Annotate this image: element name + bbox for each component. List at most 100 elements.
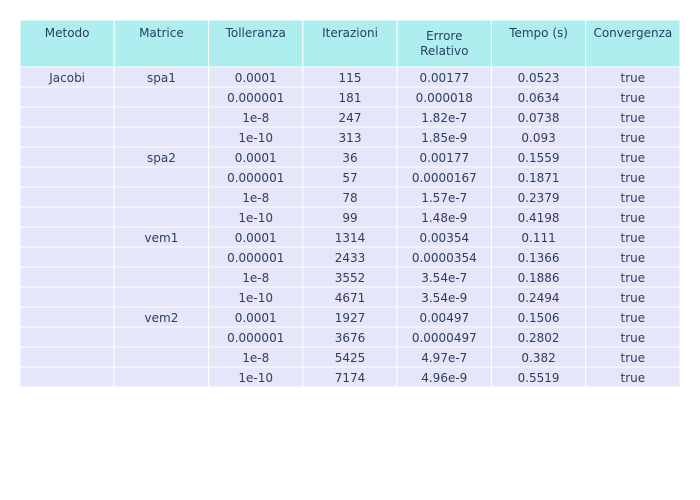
cell-matrice: vem2 xyxy=(145,311,179,325)
cell-iterazioni: 2433 xyxy=(335,251,366,265)
cell-errore-relativo: 3.54e-7 xyxy=(421,271,467,285)
cell-tempo-s: 0.2494 xyxy=(518,291,560,305)
cell-iterazioni: 247 xyxy=(339,111,362,125)
cell-tempo-s: 0.1886 xyxy=(518,271,560,285)
table-row: 1e-8 3552 3.54e-7 0.1886 true xyxy=(19,266,681,288)
cell-errore-relativo: 0.0000497 xyxy=(412,331,477,345)
cell-tempo-s: 0.382 xyxy=(521,351,555,365)
table-row: 1e-10 313 1.85e-9 0.093 true xyxy=(19,126,681,148)
header-iterazioni: Iterazioni xyxy=(322,26,378,40)
header-cell xyxy=(113,19,210,68)
cell-iterazioni: 313 xyxy=(339,131,362,145)
cell-tolleranza: 0.000001 xyxy=(227,171,284,185)
table-cell xyxy=(19,106,115,128)
header-errore-relativo: Relativo xyxy=(420,44,468,58)
table-cell xyxy=(19,226,115,248)
table-row: 0.000001 57 0.0000167 0.1871 true xyxy=(19,166,681,188)
cell-tolleranza: 1e-8 xyxy=(242,271,269,285)
table-row: 0.000001 181 0.000018 0.0634 true xyxy=(19,86,681,108)
table-cell xyxy=(113,166,210,188)
cell-convergenza: true xyxy=(621,151,646,165)
cell-convergenza: true xyxy=(621,131,646,145)
table-row: vem1 0.0001 1314 0.00354 0.111 true xyxy=(19,226,681,248)
cell-convergenza: true xyxy=(621,71,646,85)
cell-convergenza: true xyxy=(621,211,646,225)
cell-tolleranza: 1e-8 xyxy=(242,351,269,365)
header-metodo: Metodo xyxy=(45,26,90,40)
cell-metodo: Jacobi xyxy=(48,71,85,85)
header-errore-relativo: Errore xyxy=(426,29,462,43)
cell-iterazioni: 57 xyxy=(342,171,357,185)
cell-iterazioni: 3552 xyxy=(335,271,366,285)
cell-matrice: vem1 xyxy=(145,231,179,245)
cell-tolleranza: 1e-10 xyxy=(238,131,273,145)
cell-errore-relativo: 1.57e-7 xyxy=(421,191,467,205)
cell-tolleranza: 1e-10 xyxy=(238,291,273,305)
cell-tolleranza: 0.0001 xyxy=(235,311,277,325)
header-cell xyxy=(302,19,398,68)
table-cell xyxy=(19,326,115,348)
table-cell xyxy=(113,266,210,288)
header-tolleranza: Tolleranza xyxy=(225,26,286,40)
header-convergenza: Convergenza xyxy=(593,26,672,40)
cell-iterazioni: 99 xyxy=(342,211,357,225)
cell-convergenza: true xyxy=(621,231,646,245)
cell-errore-relativo: 0.00177 xyxy=(419,151,469,165)
cell-tolleranza: 0.000001 xyxy=(227,251,284,265)
table-cell xyxy=(113,366,210,388)
cell-convergenza: true xyxy=(621,311,646,325)
table-row: 1e-10 99 1.48e-9 0.4198 true xyxy=(19,206,681,228)
cell-tempo-s: 0.0523 xyxy=(518,71,560,85)
cell-tempo-s: 0.0738 xyxy=(518,111,560,125)
table-cell xyxy=(585,366,681,388)
table-row: 1e-8 247 1.82e-7 0.0738 true xyxy=(19,106,681,128)
cell-iterazioni: 1927 xyxy=(335,311,366,325)
cell-errore-relativo: 0.00354 xyxy=(419,231,469,245)
cell-convergenza: true xyxy=(621,251,646,265)
cell-errore-relativo: 0.0000167 xyxy=(412,171,477,185)
table-row: 1e-10 4671 3.54e-9 0.2494 true xyxy=(19,286,681,308)
cell-errore-relativo: 4.96e-9 xyxy=(421,371,467,385)
header-cell xyxy=(19,19,115,68)
cell-tempo-s: 0.1506 xyxy=(518,311,560,325)
cell-iterazioni: 78 xyxy=(342,191,357,205)
cell-convergenza: true xyxy=(621,291,646,305)
cell-iterazioni: 115 xyxy=(339,71,362,85)
cell-errore-relativo: 4.97e-7 xyxy=(421,351,467,365)
table-cell xyxy=(19,286,115,308)
cell-iterazioni: 1314 xyxy=(335,231,366,245)
cell-tolleranza: 0.000001 xyxy=(227,331,284,345)
header-matrice: Matrice xyxy=(139,26,184,40)
cell-tempo-s: 0.1871 xyxy=(518,171,560,185)
cell-tolleranza: 1e-8 xyxy=(242,191,269,205)
cell-errore-relativo: 0.000018 xyxy=(416,91,473,105)
table-cell xyxy=(113,246,210,268)
cell-tolleranza: 0.000001 xyxy=(227,91,284,105)
table-row: Jacobi spa1 0.0001 115 0.00177 0.0523 true xyxy=(19,66,681,88)
table-cell xyxy=(19,306,115,328)
table-cell xyxy=(19,186,115,208)
table-cell xyxy=(19,346,115,368)
cell-errore-relativo: 0.00177 xyxy=(419,71,469,85)
table-cell xyxy=(113,326,210,348)
cell-errore-relativo: 0.00497 xyxy=(419,311,469,325)
table-cell xyxy=(113,206,210,228)
cell-tempo-s: 0.1559 xyxy=(518,151,560,165)
table-row: 0.000001 3676 0.0000497 0.2802 true xyxy=(19,326,681,348)
table-cell xyxy=(19,266,115,288)
table-cell xyxy=(113,106,210,128)
cell-convergenza: true xyxy=(621,371,646,385)
cell-iterazioni: 3676 xyxy=(335,331,366,345)
table-cell xyxy=(19,146,115,168)
table-cell xyxy=(19,206,115,228)
table-cell xyxy=(113,286,210,308)
cell-errore-relativo: 1.82e-7 xyxy=(421,111,467,125)
cell-convergenza: true xyxy=(621,171,646,185)
cell-convergenza: true xyxy=(621,191,646,205)
table-row: 1e-8 78 1.57e-7 0.2379 true xyxy=(19,186,681,208)
table-row: spa2 0.0001 36 0.00177 0.1559 true xyxy=(19,146,681,168)
table-row: vem2 0.0001 1927 0.00497 0.1506 true xyxy=(19,306,681,328)
table-cell xyxy=(113,86,210,108)
cell-convergenza: true xyxy=(621,331,646,345)
